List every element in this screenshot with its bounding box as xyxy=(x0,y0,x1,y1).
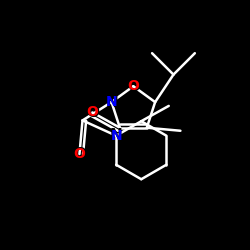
Text: O: O xyxy=(86,105,99,120)
Text: O: O xyxy=(86,106,98,120)
Text: N: N xyxy=(110,129,122,143)
Text: O: O xyxy=(127,79,140,94)
Text: N: N xyxy=(106,95,117,109)
Text: O: O xyxy=(74,147,86,161)
Text: O: O xyxy=(128,79,139,93)
Text: N: N xyxy=(105,94,118,110)
Text: N: N xyxy=(110,128,122,143)
Text: O: O xyxy=(73,146,86,162)
